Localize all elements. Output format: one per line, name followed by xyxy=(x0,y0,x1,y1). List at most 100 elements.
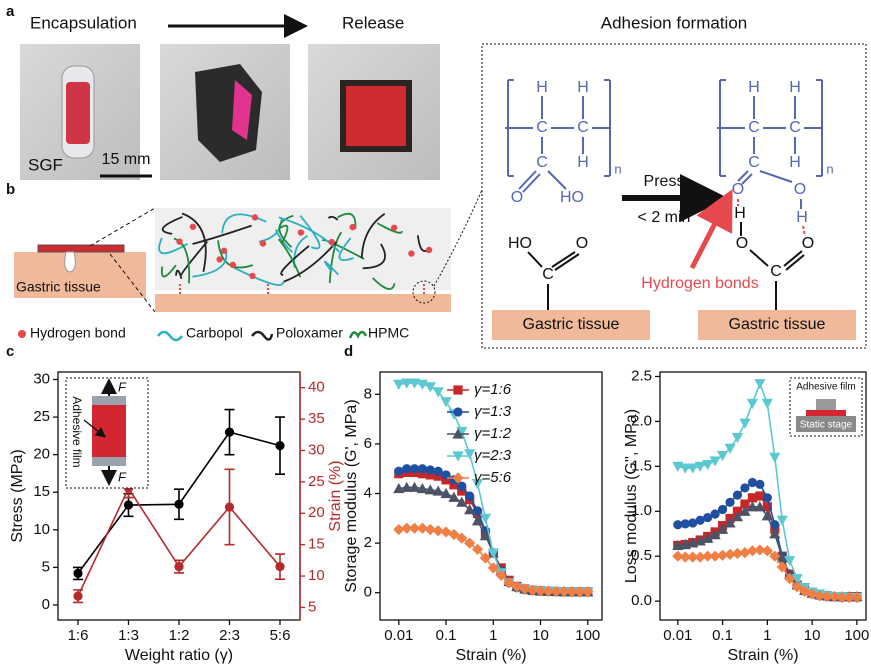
hydrogen-bond xyxy=(221,248,227,254)
atom: C xyxy=(542,266,554,283)
inset-label: F xyxy=(118,469,127,484)
chart: 0510152025305101520253035401:61:31:22:35… xyxy=(9,370,344,664)
y2-tick-label: 40 xyxy=(308,379,325,396)
hydrogen-bond xyxy=(176,238,182,244)
x-tick-label: 10 xyxy=(532,627,549,644)
x-tick-label: 5:6 xyxy=(270,627,291,644)
hydrogen-bond xyxy=(408,250,414,256)
step-label: Encapsulation xyxy=(30,13,137,32)
marker xyxy=(73,592,82,601)
arrow xyxy=(692,198,728,268)
press-label: Press xyxy=(644,173,685,190)
y2-tick-label: 35 xyxy=(308,410,325,427)
atom: O xyxy=(794,181,806,198)
hbond-label: Hydrogen bonds xyxy=(641,275,758,292)
x-tick-label: 1:3 xyxy=(118,627,139,644)
bond xyxy=(750,250,768,266)
y2-axis-label: Strain (%) xyxy=(327,460,344,531)
y-tick-label: 4 xyxy=(364,484,372,501)
x-tick-label: 0.01 xyxy=(663,627,692,644)
y-tick-label: 10 xyxy=(33,521,50,538)
hydrogen-bond xyxy=(216,256,222,262)
panel-label: b xyxy=(6,181,15,198)
atom: H xyxy=(536,79,548,96)
marker xyxy=(73,569,82,578)
marker xyxy=(718,505,727,514)
marker xyxy=(394,467,403,476)
y-tick-label: 2.5 xyxy=(631,367,652,384)
atom: C xyxy=(748,154,760,171)
y2-tick-label: 10 xyxy=(308,567,325,584)
photos xyxy=(20,44,440,180)
inset-label: Adhesive film xyxy=(796,382,855,393)
y2-tick-label: 5 xyxy=(308,598,316,615)
atom: H xyxy=(789,154,801,171)
y-tick-label: 2 xyxy=(364,534,372,551)
x-tick-label: 1 xyxy=(489,627,497,644)
atom: H xyxy=(577,79,589,96)
legend-label: Hydrogen bond xyxy=(30,325,126,341)
atom: O xyxy=(732,181,744,198)
marker xyxy=(225,428,234,437)
x-tick-label: 1 xyxy=(763,627,771,644)
y2-tick-label: 20 xyxy=(308,504,325,521)
film xyxy=(38,245,124,252)
inset-film xyxy=(806,410,846,416)
bond xyxy=(548,171,566,189)
marker xyxy=(740,483,749,492)
atom: H xyxy=(789,79,801,96)
atom: HO xyxy=(508,235,532,252)
legend-label: Carbopol xyxy=(186,325,243,341)
atom: C xyxy=(536,154,548,171)
hydrogen-bond xyxy=(426,247,432,253)
marker xyxy=(732,433,743,443)
marker xyxy=(763,493,772,502)
atom: O xyxy=(576,235,588,252)
marker xyxy=(755,480,764,489)
legend-marker xyxy=(252,332,272,340)
hydrogen-bond xyxy=(329,239,335,245)
atom: O xyxy=(802,235,814,252)
inset-clamp xyxy=(92,396,126,405)
x-tick-label: 1:2 xyxy=(169,627,190,644)
legend-marker xyxy=(158,332,182,340)
inset-plate xyxy=(816,399,836,410)
marker xyxy=(275,562,284,571)
marker xyxy=(440,397,451,407)
atom: H xyxy=(734,205,746,222)
bond xyxy=(760,171,792,182)
x-tick-label: 0.1 xyxy=(712,627,733,644)
y-tick-label: 25 xyxy=(33,408,50,425)
x-tick-label: 10 xyxy=(804,627,821,644)
hydrogen-bond xyxy=(391,225,397,231)
atom: C xyxy=(770,263,782,280)
inset-label: Adhesive film xyxy=(70,396,84,467)
legend-label: γ=1:2 xyxy=(474,425,512,442)
atom: O xyxy=(736,235,748,252)
molecule: HHCCCHOOHn xyxy=(717,79,834,226)
atom: H xyxy=(748,79,760,96)
y-tick-label: 8 xyxy=(364,385,372,402)
legend-marker xyxy=(18,330,26,338)
atom: O xyxy=(511,189,523,206)
marker xyxy=(739,419,750,429)
x-tick-label: 100 xyxy=(575,627,600,644)
x-axis-label: Weight ratio (γ) xyxy=(125,647,233,664)
panel-label: d xyxy=(344,343,353,360)
atom: H xyxy=(577,154,589,171)
scale-bar-label: 15 mm xyxy=(102,151,151,168)
hydrogen-bond xyxy=(252,214,258,220)
released-film xyxy=(346,86,406,146)
marker xyxy=(733,491,742,500)
y-tick-label: 6 xyxy=(364,435,372,452)
marker xyxy=(275,441,284,450)
x-tick-label: 2:3 xyxy=(219,627,240,644)
marker xyxy=(754,379,765,389)
marker xyxy=(434,467,443,476)
y-tick-label: 15 xyxy=(33,483,50,500)
series-line xyxy=(399,487,588,591)
molecule: HHCCCHOHOn xyxy=(505,79,622,206)
photo-label: SGF xyxy=(28,155,63,174)
x-axis-label: Strain (%) xyxy=(727,647,798,664)
capsule-film xyxy=(66,82,90,144)
